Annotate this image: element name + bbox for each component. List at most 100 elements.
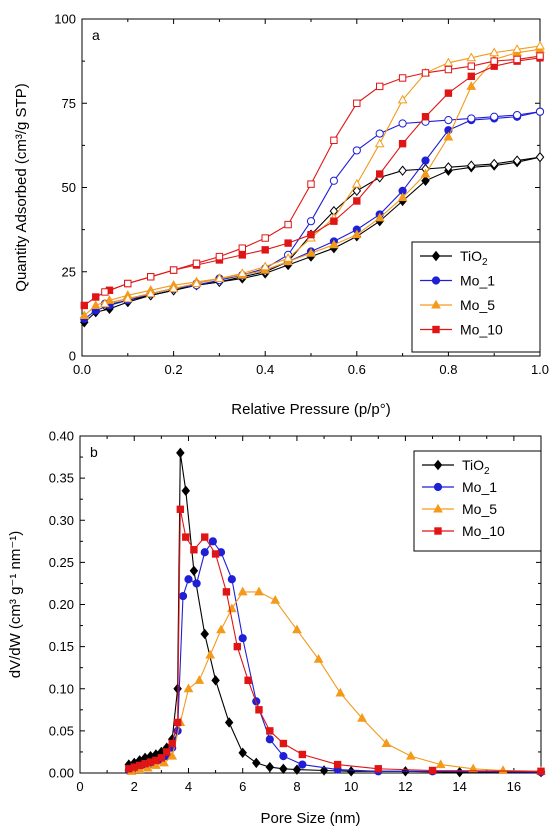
desorption-point <box>124 279 132 288</box>
adsorption-point <box>374 212 385 222</box>
data-point <box>182 533 190 541</box>
data-point <box>405 750 416 760</box>
desorption-point <box>398 119 407 128</box>
data-point <box>298 750 307 759</box>
x-tick-label: 4 <box>185 779 192 794</box>
legend-label: Mo_1 <box>460 273 495 289</box>
desorption-point <box>100 298 110 308</box>
panel-b-pore-size-chart: 0 2 4 6 8 10 12 14 16 0.00 0.05 0.10 0.15 0.20 0.25 0.3… <box>7 429 546 827</box>
adsorption-point <box>306 247 316 257</box>
x-tick-label: 0.0 <box>73 362 91 377</box>
desorption-point <box>512 155 522 166</box>
desorption-point <box>444 162 453 173</box>
data-point <box>428 766 437 775</box>
data-point <box>357 713 367 722</box>
desorption-point <box>191 278 202 288</box>
desorption-point <box>467 114 476 123</box>
data-point <box>192 579 201 588</box>
desorption-point <box>512 44 522 53</box>
adsorption-point <box>104 295 115 304</box>
legend-swatch-marker <box>433 459 443 471</box>
data-point <box>270 595 281 604</box>
desorption-point <box>330 136 338 145</box>
desorption-point <box>214 273 225 282</box>
desorption-point <box>374 138 385 148</box>
desorption-point <box>215 252 224 261</box>
desorption-point <box>467 160 476 171</box>
desorption-point <box>353 99 361 107</box>
x-axis-title: Pore Size (nm) <box>260 810 360 827</box>
desorption-point <box>490 57 498 65</box>
data-point <box>238 634 247 643</box>
x-tick-label: 0.6 <box>348 362 366 377</box>
desorption-point <box>168 283 179 293</box>
desorption-point <box>351 178 362 188</box>
desorption-point <box>513 55 521 64</box>
data-point <box>173 718 182 727</box>
data-point <box>468 763 479 773</box>
legend-label: Mo_5 <box>462 501 497 517</box>
adsorption-point <box>421 156 430 165</box>
desorption-point <box>489 158 499 170</box>
series-mo-10 <box>80 52 544 310</box>
desorption-point <box>329 176 338 185</box>
x-tick-label: 0 <box>76 779 83 794</box>
x-tick-label: 0.4 <box>256 362 274 377</box>
data-point <box>200 628 209 640</box>
data-point <box>157 754 166 762</box>
data-point <box>435 759 446 769</box>
data-point <box>208 537 217 546</box>
data-point <box>222 588 231 596</box>
adsorption-line <box>83 156 541 323</box>
x-tick-label: 14 <box>452 779 466 794</box>
desorption-point <box>535 40 545 50</box>
data-point <box>498 765 508 774</box>
panel-a-isotherm-chart: 0.0 0.2 0.4 0.6 0.8 1.0 0 25 50 75 100 Relative Pre… <box>13 12 549 419</box>
desorption-point <box>375 129 384 138</box>
adsorption-point <box>444 89 453 97</box>
desorption-point <box>421 69 430 77</box>
desorption-point <box>444 65 453 74</box>
desorption-point <box>467 62 476 70</box>
desorption-point <box>307 180 315 188</box>
series-tio2 <box>124 447 546 778</box>
legend-label: Mo_1 <box>462 479 497 495</box>
data-point <box>238 747 247 758</box>
desorption-point <box>284 220 292 229</box>
adsorption-point <box>330 217 338 225</box>
desorption-point <box>398 165 407 176</box>
adsorption-point <box>307 230 315 239</box>
x-axis-title: Relative Pressure (p/p°) <box>231 401 390 418</box>
legend: TiO2 Mo_1 Mo_5 Mo_10 <box>411 241 541 353</box>
y-tick-label: 0.25 <box>49 555 74 570</box>
data-point <box>252 757 261 769</box>
desorption-point <box>466 52 477 62</box>
data-point <box>183 683 194 693</box>
desorption-point <box>352 146 361 155</box>
data-point <box>184 575 193 584</box>
x-tick-label: 10 <box>344 779 358 794</box>
legend-label-subscript: 2 <box>484 466 490 477</box>
y-tick-label: 0.10 <box>49 681 74 696</box>
legend-swatch-marker <box>434 527 442 535</box>
legend-label-subscript: 2 <box>482 257 488 268</box>
data-point <box>216 624 226 634</box>
desorption-point <box>122 293 133 303</box>
data-point <box>333 760 342 769</box>
data-point <box>237 586 248 596</box>
data-point <box>279 752 288 761</box>
desorption-point <box>261 234 269 242</box>
series-mo-5 <box>126 586 546 775</box>
y-tick-label: 0.40 <box>49 429 74 444</box>
desorption-point <box>147 273 155 281</box>
adsorption-line <box>83 48 541 317</box>
data-point <box>189 565 199 576</box>
desorption-point <box>535 107 545 116</box>
y-tick-label: 0.20 <box>49 597 74 612</box>
legend-swatch-marker <box>433 503 443 513</box>
data-point <box>265 761 275 773</box>
adsorption-point <box>443 131 454 141</box>
adsorption-line <box>83 111 541 320</box>
